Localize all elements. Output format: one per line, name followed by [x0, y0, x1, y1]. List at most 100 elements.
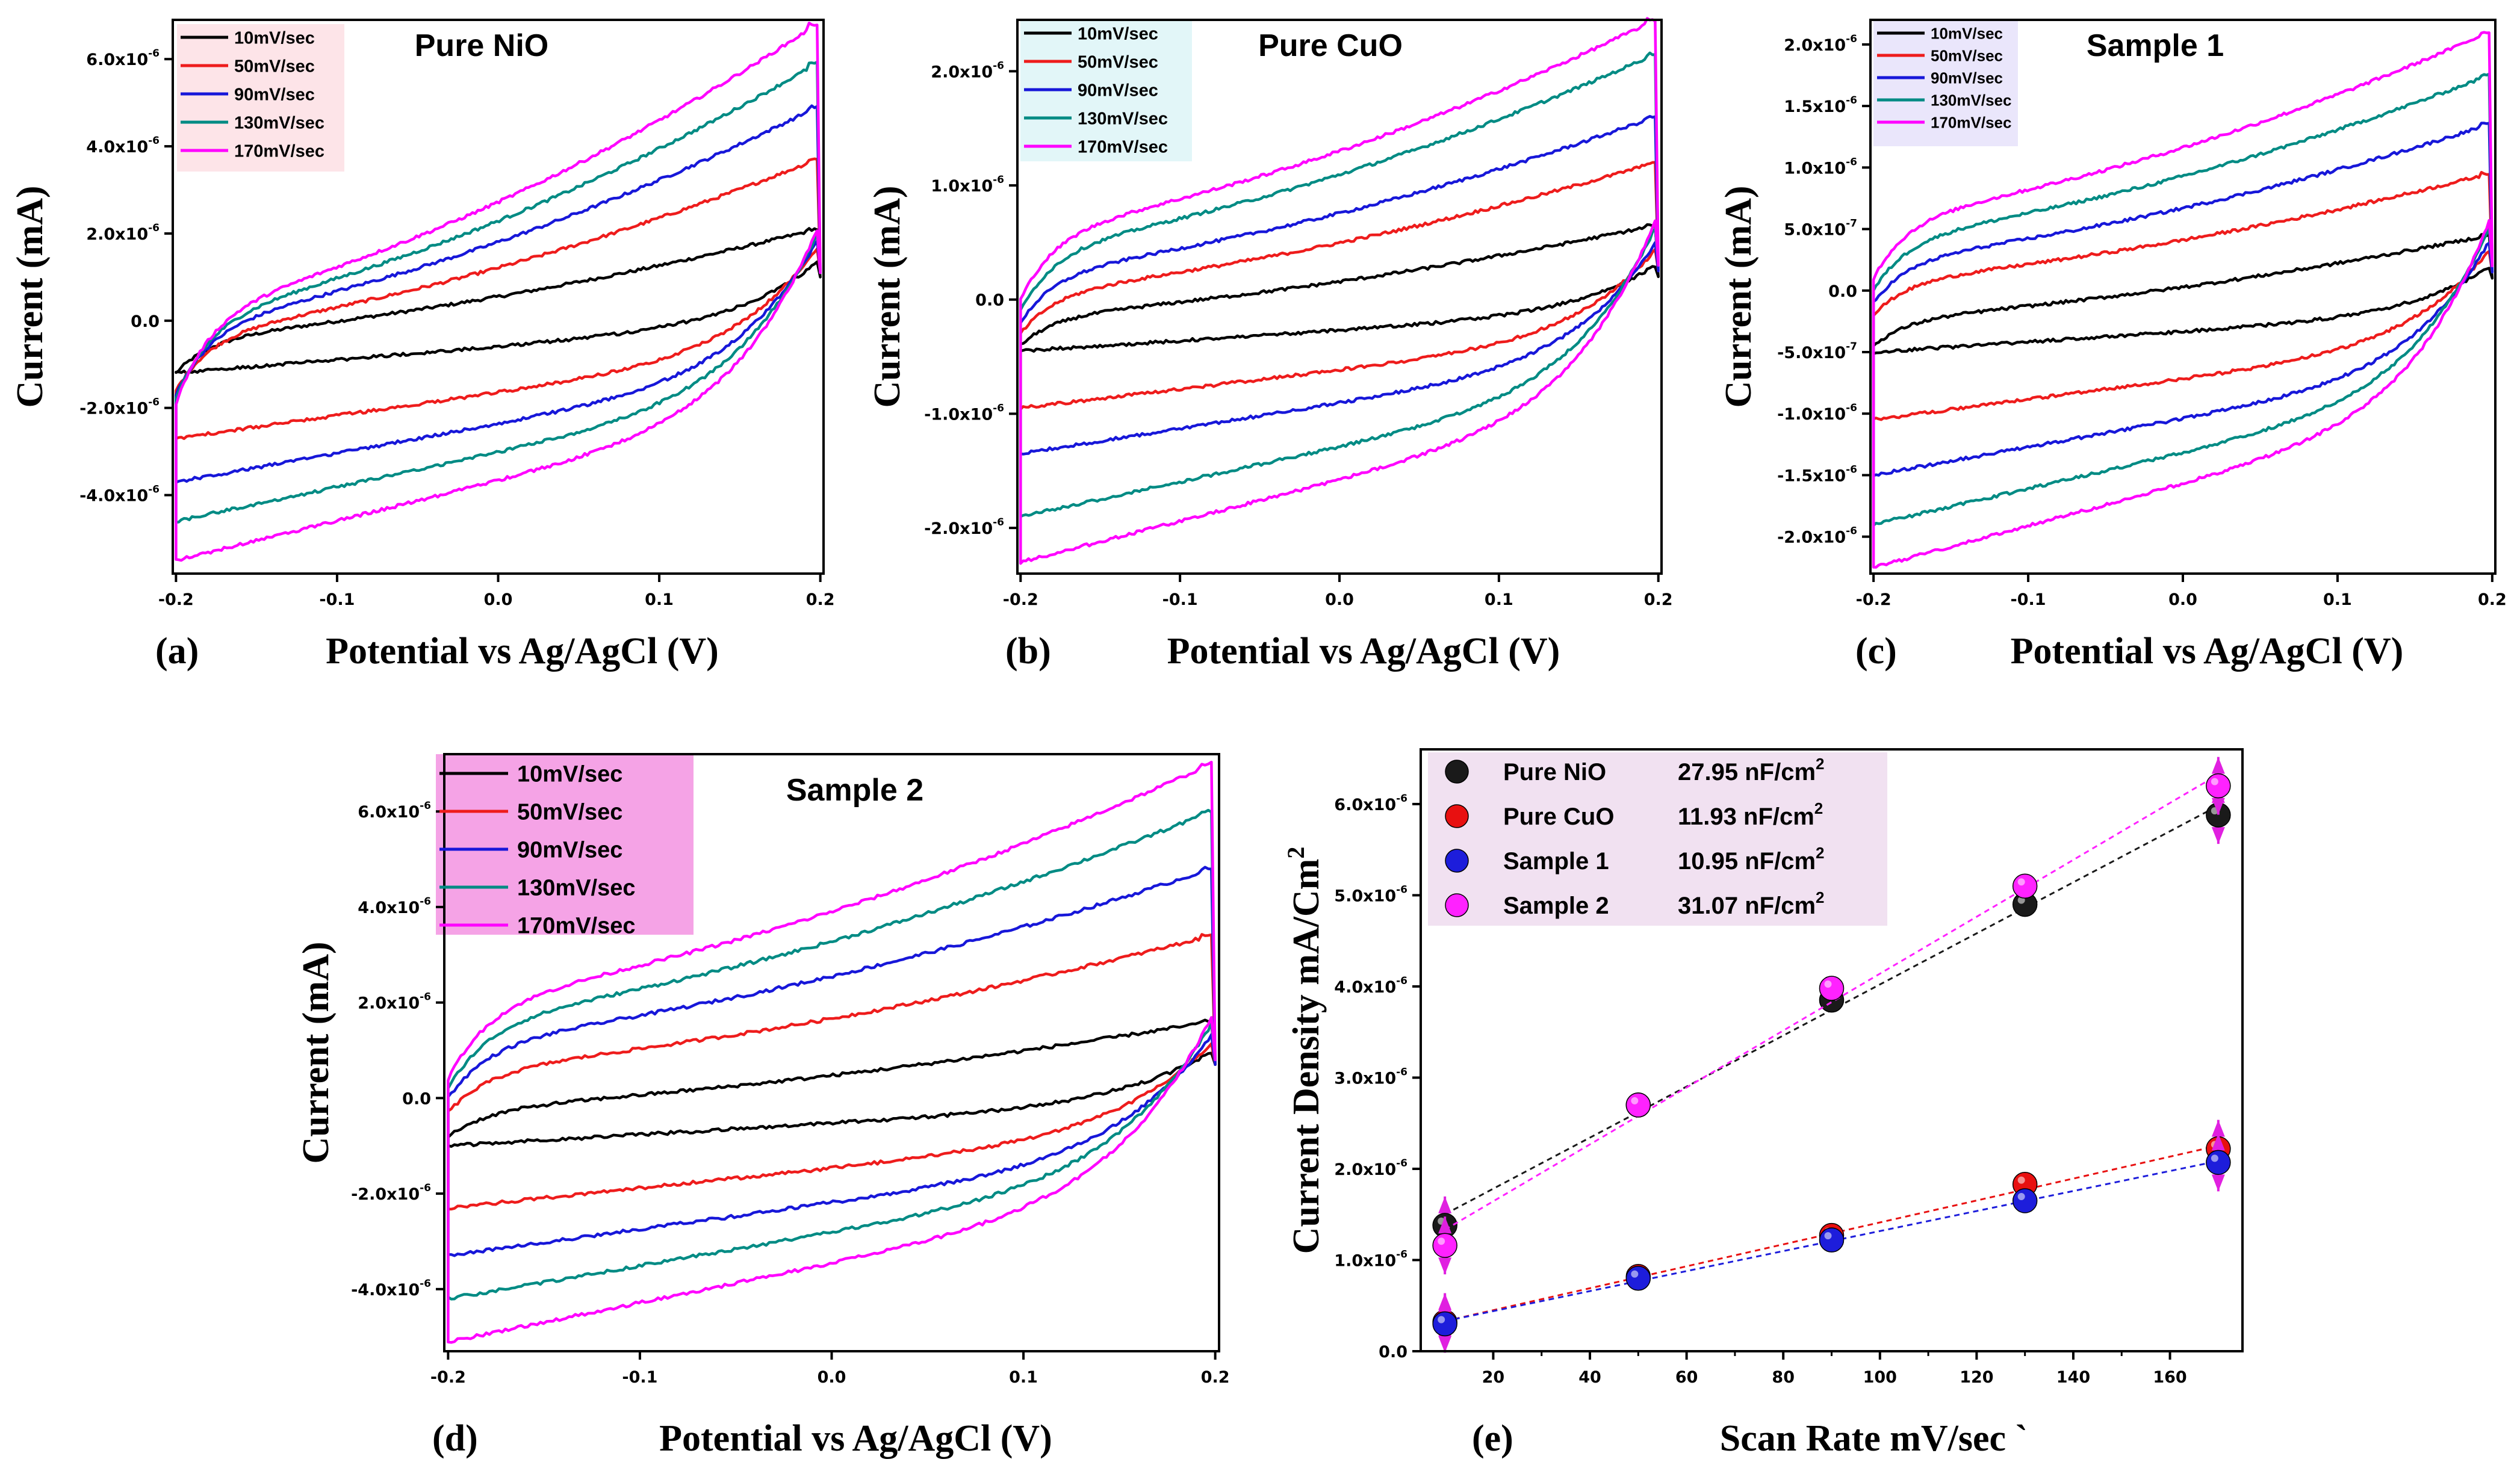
- y-tick-label: 2.0x10-6: [931, 60, 1004, 81]
- y-tick-label: -5.0x10-7: [1777, 341, 1857, 362]
- y-tick-exponent: -6: [148, 48, 160, 60]
- legend-label: 130mV/sec: [517, 876, 636, 901]
- y-tick-label: 1.0x10-6: [1784, 156, 1857, 178]
- x-tick-label: 0.0: [2168, 590, 2197, 609]
- y-tick-exponent: -6: [1396, 884, 1407, 896]
- legend-label: 170mV/sec: [1931, 113, 2011, 131]
- y-tick-mantissa: 6.0x10: [358, 803, 420, 822]
- legend-value-sup: 2: [1816, 844, 1824, 862]
- data-point-highlight: [1438, 1316, 1445, 1324]
- legend-label: Pure NiO: [1503, 759, 1606, 785]
- y-tick-mantissa: 0.0: [1828, 282, 1857, 301]
- data-point: [2206, 773, 2231, 799]
- chart-panel-a: -0.2 -0.1 0.0 0.1 0.2-4.0x10-6-2.0x10-60.02.…: [10, 19, 835, 672]
- y-tick-label: 6.0x10-6: [1334, 793, 1407, 814]
- y-tick-exponent: -6: [1396, 1248, 1407, 1260]
- legend-label: 10mV/sec: [1931, 24, 2003, 42]
- y-tick-mantissa: 4.0x10: [358, 899, 420, 917]
- y-tick-mantissa: -1.0x10: [1777, 405, 1846, 424]
- x-tick-label: 140: [2056, 1368, 2090, 1387]
- y-tick-mantissa: 1.5x10: [1784, 98, 1846, 116]
- x-tick-label: 20: [1482, 1368, 1505, 1387]
- legend-label: 10mV/sec: [234, 28, 315, 48]
- y-tick-exponent: -6: [1396, 1157, 1407, 1169]
- data-point-highlight: [2017, 878, 2025, 886]
- x-tick-label: 60: [1675, 1368, 1698, 1387]
- legend-background: [177, 24, 344, 172]
- cv-loop-50mvsec: [447, 933, 1217, 1211]
- x-axis-label: Potential vs Ag/AgCl (V): [1167, 631, 1560, 672]
- y-tick-mantissa: -2.0x10: [1777, 528, 1846, 547]
- y-tick-mantissa: 6.0x10: [86, 51, 148, 69]
- legend-value: 31.07 nF/cm2: [1678, 888, 1824, 919]
- legend-label: 90mV/sec: [1078, 81, 1158, 100]
- y-tick-exponent: -6: [1846, 94, 1857, 107]
- legend-label: 130mV/sec: [1931, 91, 2011, 109]
- y-tick-exponent: -6: [420, 1278, 431, 1290]
- x-tick-label: -0.2: [158, 590, 194, 609]
- y-tick-exponent: -6: [148, 397, 160, 409]
- y-tick-mantissa: 2.0x10: [1784, 36, 1846, 55]
- y-tick-mantissa: 1.0x10: [1784, 159, 1846, 178]
- y-tick-exponent: -6: [420, 1182, 431, 1194]
- y-axis-label-sup: 2: [1282, 847, 1309, 859]
- y-tick-mantissa: -2.0x10: [351, 1185, 420, 1204]
- y-tick-exponent: -6: [1846, 525, 1857, 537]
- y-tick-exponent: -6: [1396, 975, 1407, 987]
- y-tick-exponent: -6: [148, 222, 160, 234]
- legend-marker: [1445, 760, 1469, 784]
- x-tick-label: 0.1: [2323, 590, 2352, 609]
- y-tick-label: -2.0x10-6: [79, 397, 160, 418]
- y-tick-mantissa: 2.0x10: [931, 63, 993, 81]
- legend-label: Sample 2: [1503, 893, 1609, 919]
- chart-panel-e: 20 40 60 80 100 120 140 1600.01.0x10-62.0x10-63…: [1282, 748, 2244, 1459]
- y-tick-mantissa: 1.0x10: [931, 177, 993, 196]
- error-bar: [1438, 1216, 1452, 1275]
- y-tick-label: 0.0: [402, 1089, 431, 1108]
- data-point-highlight: [2211, 778, 2218, 785]
- y-axis-label: Current (mA): [1718, 185, 1759, 407]
- x-axis-label: Potential vs Ag/AgCl (V): [2011, 631, 2404, 672]
- x-tick-label: -0.2: [430, 1368, 466, 1387]
- legend-value-sup: 2: [1814, 799, 1823, 817]
- y-tick-mantissa: -1.5x10: [1777, 466, 1846, 485]
- x-tick-label: -0.2: [1003, 590, 1038, 609]
- y-tick-mantissa: -4.0x10: [351, 1281, 420, 1299]
- y-tick-label: 0.0: [131, 312, 160, 331]
- legend-label: 130mV/sec: [1078, 109, 1168, 128]
- y-tick-exponent: -6: [993, 402, 1004, 414]
- panel-letter: (b): [1005, 631, 1051, 672]
- x-tick-label: 0.0: [484, 590, 513, 609]
- y-axis-label: Current (mA): [10, 185, 51, 407]
- y-tick-label: 2.0x10-6: [1334, 1157, 1407, 1179]
- legend-value-sup: 2: [1816, 755, 1824, 773]
- legend-value-text: 27.95 nF/cm: [1678, 759, 1816, 785]
- chart-title: Pure CuO: [1258, 28, 1403, 63]
- y-tick-exponent: -7: [1846, 218, 1857, 230]
- cv-loop-170mvsec: [1872, 31, 2494, 569]
- y-tick-label: 1.0x10-6: [931, 174, 1004, 196]
- fit-line-sample-1: [1444, 1160, 2219, 1322]
- x-axis-label: Potential vs Ag/AgCl (V): [326, 631, 719, 672]
- legend-marker: [1445, 804, 1469, 828]
- data-point-highlight: [2017, 1176, 2025, 1184]
- legend-label: 10mV/sec: [517, 762, 622, 787]
- data-point-highlight: [2017, 1193, 2025, 1200]
- x-tick-label: 0.2: [1201, 1368, 1230, 1387]
- y-tick-label: 1.0x10-6: [1334, 1248, 1407, 1270]
- legend-value-text: 10.95 nF/cm: [1678, 848, 1816, 875]
- y-tick-mantissa: 5.0x10: [1334, 887, 1396, 905]
- legend-label: 170mV/sec: [1078, 137, 1168, 156]
- panel-letter: (e): [1472, 1418, 1513, 1459]
- y-tick-label: -1.0x10-6: [924, 402, 1004, 424]
- x-tick-label: 0.2: [1644, 590, 1673, 609]
- data-point: [1432, 1233, 1457, 1258]
- legend-label: 10mV/sec: [1078, 24, 1158, 43]
- y-tick-mantissa: 2.0x10: [86, 225, 148, 244]
- y-tick-mantissa: 0.0: [975, 291, 1004, 310]
- y-tick-mantissa: -2.0x10: [924, 519, 993, 538]
- x-tick-label: 0.2: [2478, 590, 2507, 609]
- y-tick-exponent: -6: [993, 174, 1004, 186]
- y-tick-label: -1.0x10-6: [1777, 402, 1857, 424]
- legend-label: 50mV/sec: [234, 57, 315, 76]
